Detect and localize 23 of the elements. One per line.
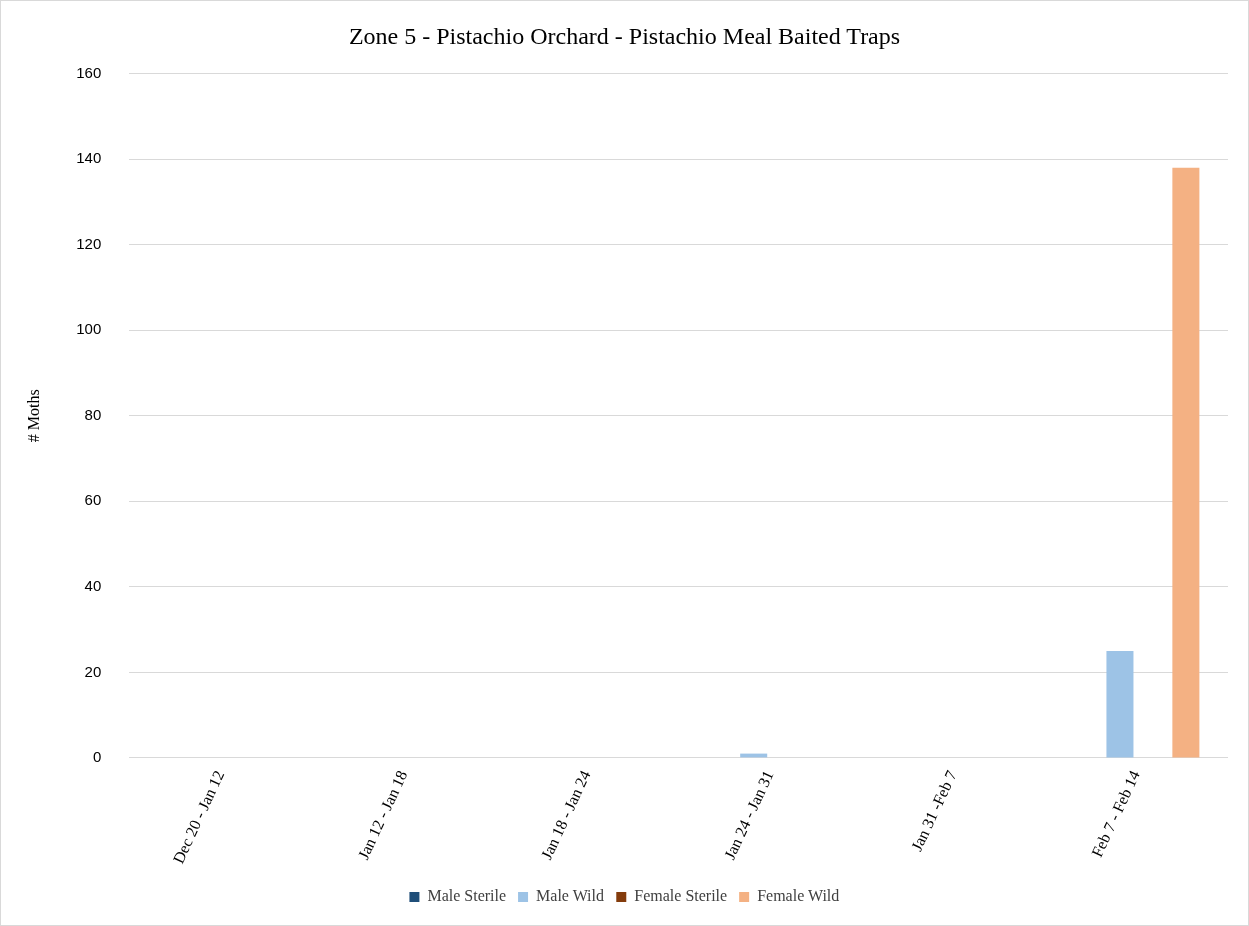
y-tick-label: 120 — [76, 234, 102, 252]
y-tick-label: 60 — [84, 491, 102, 509]
legend-label: Female Sterile — [634, 887, 728, 905]
x-tick-label: Jan 24 - Jan 31 — [720, 767, 777, 862]
y-tick-label: 40 — [84, 577, 102, 594]
legend-label: Male Sterile — [427, 887, 507, 905]
legend-label: Female Wild — [757, 887, 840, 905]
x-tick-label: Jan 18 - Jan 24 — [537, 767, 594, 862]
x-tick-label: Jan 31 -Feb 7 — [907, 767, 960, 854]
y-tick-label: 100 — [76, 320, 102, 338]
y-tick-label: 0 — [92, 748, 102, 766]
y-tick-label: 20 — [84, 662, 102, 680]
y-axis-title: # Moths — [24, 389, 42, 443]
bar — [1106, 650, 1134, 758]
chart-title: Zone 5 - Pistachio Orchard - Pistachio Meal Baited Traps — [348, 22, 901, 49]
x-tick-label: Dec 20 - Jan 12 — [169, 767, 228, 866]
x-tick-label: Jan 12 - Jan 18 — [354, 767, 411, 862]
y-tick-label: 160 — [76, 63, 102, 81]
bar — [1172, 167, 1200, 758]
x-tick-label: Feb 7 - Feb 14 — [1088, 767, 1143, 860]
y-tick-label: 80 — [84, 405, 102, 423]
legend-label: Male Wild — [536, 887, 604, 905]
y-tick-label: 140 — [76, 149, 102, 167]
